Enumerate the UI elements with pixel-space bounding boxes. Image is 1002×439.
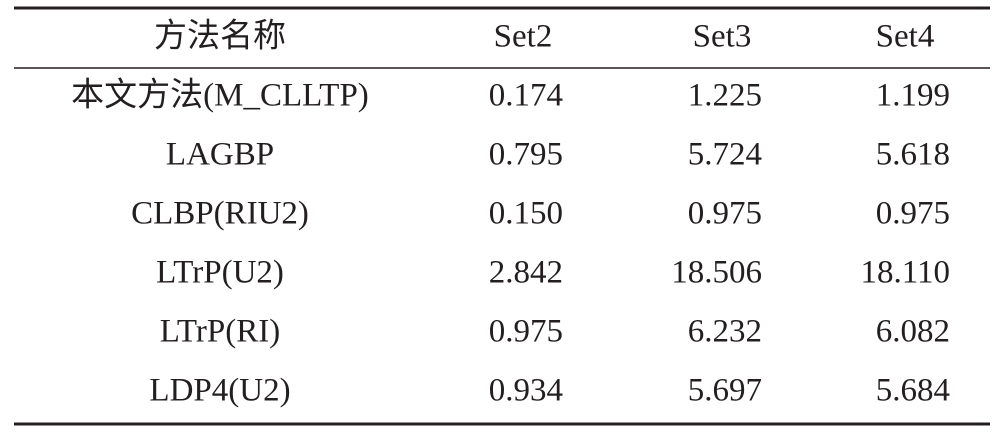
- value-cell: 0.975: [688, 196, 762, 232]
- header-cell: 方法名称: [154, 18, 286, 55]
- value-cell: 0.975: [876, 196, 950, 232]
- method-cell: LAGBP: [166, 137, 274, 173]
- value-cell: 6.082: [876, 314, 950, 350]
- value-cell: 18.110: [860, 255, 950, 291]
- value-cell: 0.795: [489, 137, 563, 173]
- value-cell: 0.934: [489, 373, 563, 409]
- value-cell: 5.697: [688, 373, 762, 409]
- value-cell: 0.975: [489, 314, 563, 350]
- value-cell: 0.174: [489, 78, 563, 114]
- method-cell: LTrP(U2): [156, 255, 284, 291]
- value-cell: 1.225: [688, 78, 762, 114]
- method-cell: CLBP(RIU2): [131, 196, 309, 232]
- header-cell: Set4: [876, 19, 935, 55]
- value-cell: 6.232: [688, 314, 762, 350]
- header-cell: Set2: [494, 19, 553, 55]
- value-cell: 0.150: [489, 196, 563, 232]
- header-cell: Set3: [693, 19, 752, 55]
- value-cell: 5.684: [876, 373, 950, 409]
- value-cell: 18.506: [671, 255, 762, 291]
- value-cell: 2.842: [489, 255, 563, 291]
- method-cell: LTrP(RI): [160, 314, 280, 350]
- method-cell: 本文方法(M_CLLTP): [71, 77, 369, 114]
- value-cell: 5.724: [688, 137, 762, 173]
- method-cell: LDP4(U2): [149, 373, 290, 409]
- value-cell: 5.618: [876, 137, 950, 173]
- value-cell: 1.199: [876, 78, 950, 114]
